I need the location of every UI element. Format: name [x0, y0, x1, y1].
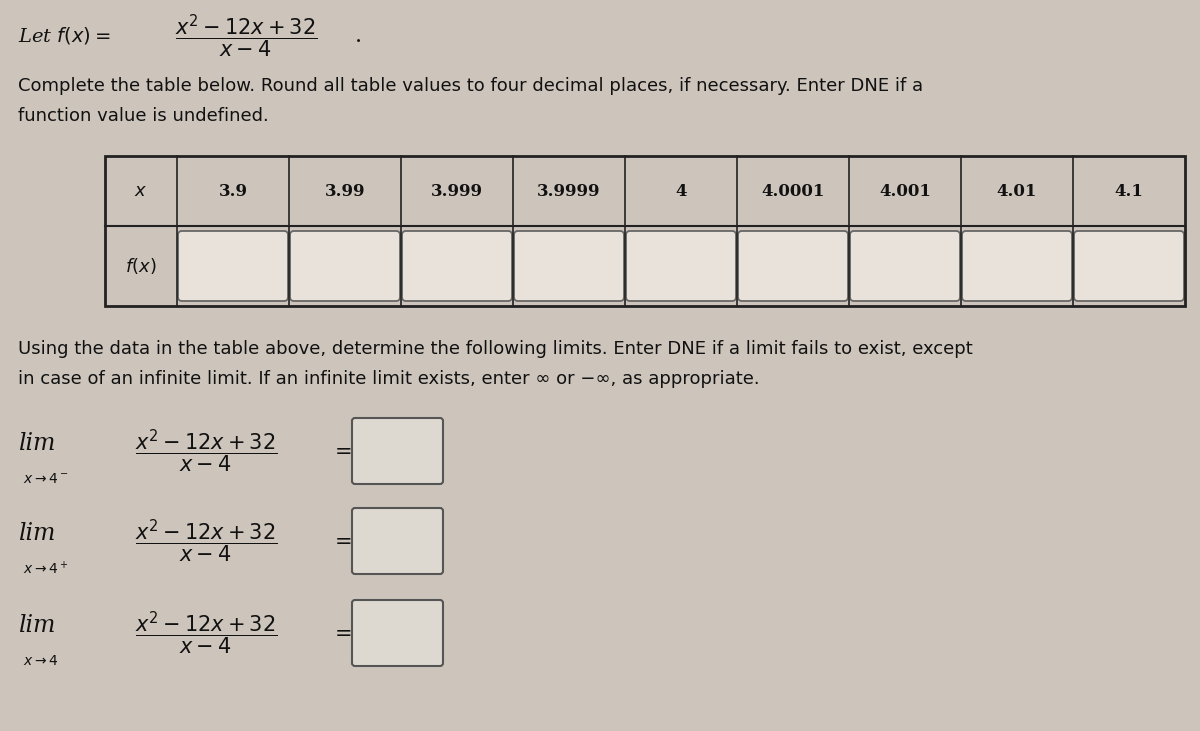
Bar — [106, 156, 1186, 306]
FancyBboxPatch shape — [514, 231, 624, 301]
Bar — [514, 156, 625, 226]
Text: 4.1: 4.1 — [1115, 183, 1144, 200]
FancyBboxPatch shape — [850, 231, 960, 301]
Bar — [850, 226, 961, 306]
FancyBboxPatch shape — [1074, 231, 1184, 301]
Text: $x\rightarrow4^+$: $x\rightarrow4^+$ — [23, 561, 68, 577]
Text: $\dfrac{x^2 - 12x + 32}{x - 4}$: $\dfrac{x^2 - 12x + 32}{x - 4}$ — [134, 427, 277, 475]
Text: Complete the table below. Round all table values to four decimal places, if nece: Complete the table below. Round all tabl… — [18, 77, 923, 95]
Bar — [289, 156, 401, 226]
Text: 4.01: 4.01 — [997, 183, 1037, 200]
Bar — [625, 226, 737, 306]
Bar — [178, 226, 289, 306]
Text: function value is undefined.: function value is undefined. — [18, 107, 269, 125]
FancyBboxPatch shape — [290, 231, 400, 301]
Bar — [1073, 226, 1184, 306]
Text: 3.999: 3.999 — [431, 183, 482, 200]
Bar — [625, 156, 737, 226]
FancyBboxPatch shape — [352, 508, 443, 574]
FancyBboxPatch shape — [402, 231, 512, 301]
Text: .: . — [355, 25, 362, 47]
Text: in case of an infinite limit. If an infinite limit exists, enter ∞ or −∞, as app: in case of an infinite limit. If an infi… — [18, 370, 760, 388]
FancyBboxPatch shape — [178, 231, 288, 301]
Bar — [1073, 156, 1184, 226]
Text: $=$: $=$ — [330, 624, 352, 643]
Bar — [514, 226, 625, 306]
FancyBboxPatch shape — [352, 418, 443, 484]
Text: $=$: $=$ — [330, 442, 352, 461]
Bar — [289, 226, 401, 306]
FancyBboxPatch shape — [738, 231, 848, 301]
Text: lim: lim — [18, 431, 55, 455]
Bar — [401, 156, 514, 226]
Text: Using the data in the table above, determine the following limits. Enter DNE if : Using the data in the table above, deter… — [18, 340, 973, 358]
Bar — [737, 226, 850, 306]
Text: 3.9999: 3.9999 — [538, 183, 601, 200]
Text: 3.99: 3.99 — [325, 183, 365, 200]
Text: $=$: $=$ — [330, 531, 352, 550]
Text: $\dfrac{x^2 - 12x + 32}{x - 4}$: $\dfrac{x^2 - 12x + 32}{x - 4}$ — [134, 517, 277, 565]
Text: lim: lim — [18, 613, 55, 637]
Bar — [401, 226, 514, 306]
Text: 3.9: 3.9 — [218, 183, 247, 200]
Text: 4.0001: 4.0001 — [761, 183, 824, 200]
Bar — [850, 156, 961, 226]
Text: $x\rightarrow4^-$: $x\rightarrow4^-$ — [23, 472, 68, 486]
Bar — [961, 156, 1073, 226]
Text: $x\rightarrow4$: $x\rightarrow4$ — [23, 654, 59, 668]
Bar — [961, 226, 1073, 306]
Text: 4: 4 — [676, 183, 686, 200]
Bar — [106, 226, 178, 306]
Text: $\dfrac{x^2 - 12x + 32}{x - 4}$: $\dfrac{x^2 - 12x + 32}{x - 4}$ — [175, 12, 318, 60]
Bar — [178, 156, 289, 226]
Text: Let $f(x)=$: Let $f(x)=$ — [18, 26, 110, 47]
Text: $f(x)$: $f(x)$ — [125, 256, 157, 276]
Text: lim: lim — [18, 521, 55, 545]
FancyBboxPatch shape — [962, 231, 1072, 301]
Text: 4.001: 4.001 — [880, 183, 931, 200]
Bar — [737, 156, 850, 226]
Text: $x$: $x$ — [134, 182, 148, 200]
Bar — [106, 156, 178, 226]
FancyBboxPatch shape — [626, 231, 736, 301]
Text: $\dfrac{x^2 - 12x + 32}{x - 4}$: $\dfrac{x^2 - 12x + 32}{x - 4}$ — [134, 609, 277, 657]
FancyBboxPatch shape — [352, 600, 443, 666]
